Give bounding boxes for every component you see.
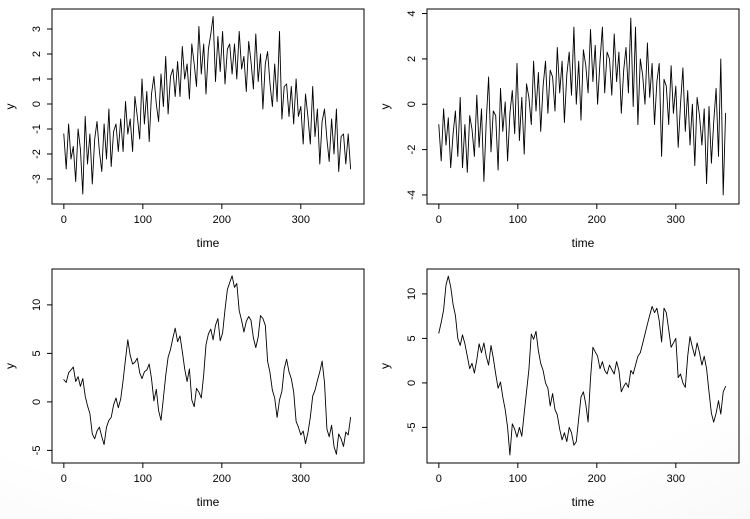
x-axis-title: time <box>572 236 595 250</box>
plot-panel-top-left: 0 100 200 300 -3 -2 -1 0 1 2 3 time y <box>0 0 375 260</box>
y-tick-label: 2 <box>31 51 43 57</box>
plot-top-left-svg: 0 100 200 300 -3 -2 -1 0 1 2 3 time y <box>3 8 365 250</box>
y-tick-label: 5 <box>406 335 418 341</box>
x-tick-label: 300 <box>667 473 685 485</box>
x-tick-label: 300 <box>292 473 310 485</box>
y-tick-label: 0 <box>31 399 43 405</box>
x-tick-label: 200 <box>588 214 606 226</box>
y-tick-label: 2 <box>406 56 418 62</box>
y-tick-label: 10 <box>31 299 43 311</box>
x-tick-label: 300 <box>292 214 310 226</box>
y-tick-label: -5 <box>31 445 43 455</box>
x-tick-label: 100 <box>509 214 527 226</box>
series-line <box>63 275 352 455</box>
series-line <box>63 16 352 195</box>
y-tick-label: 0 <box>406 380 418 386</box>
y-tick-label: 4 <box>406 10 418 16</box>
y-axis-title: y <box>3 104 17 110</box>
x-axis-title: time <box>197 495 220 509</box>
x-tick-label: 200 <box>213 473 231 485</box>
y-axis-title: y <box>378 104 392 110</box>
series-line <box>438 275 727 456</box>
x-tick-label: 200 <box>213 214 231 226</box>
x-tick-label: 0 <box>436 473 442 485</box>
y-tick-label: -5 <box>406 423 418 433</box>
x-tick-label: 0 <box>436 214 442 226</box>
y-tick-label: 0 <box>31 101 43 107</box>
series-line <box>438 17 727 196</box>
x-axis-title: time <box>197 236 220 250</box>
y-tick-label: 1 <box>31 76 43 82</box>
y-axis-title: y <box>378 363 392 369</box>
x-tick-label: 0 <box>61 473 67 485</box>
plot-panel-bottom-left: 0 100 200 300 -5 0 5 10 time y <box>0 260 375 519</box>
y-tick-label: 3 <box>31 26 43 32</box>
y-tick-label: -2 <box>31 149 43 159</box>
plot-bottom-left-svg: 0 100 200 300 -5 0 5 10 time y <box>3 268 365 509</box>
plot-bottom-right-svg: 0 100 200 300 -5 0 5 10 time y <box>378 268 740 509</box>
x-tick-label: 100 <box>509 473 527 485</box>
x-axis-title: time <box>572 495 595 509</box>
plot-panel-bottom-right: 0 100 200 300 -5 0 5 10 time y <box>375 260 750 519</box>
y-tick-label: -4 <box>406 190 418 200</box>
x-tick-label: 200 <box>588 473 606 485</box>
y-axis-title: y <box>3 363 17 369</box>
plot-top-right-svg: 0 100 200 300 -4 -2 0 2 4 time y <box>378 8 740 250</box>
y-tick-label: 5 <box>31 350 43 356</box>
x-tick-label: 100 <box>134 473 152 485</box>
y-tick-label: -3 <box>31 174 43 184</box>
plot-panel-top-right: 0 100 200 300 -4 -2 0 2 4 time y <box>375 0 750 260</box>
x-tick-label: 100 <box>134 214 152 226</box>
y-tick-label: 10 <box>406 288 418 300</box>
x-tick-label: 300 <box>667 214 685 226</box>
y-tick-label: -2 <box>406 145 418 155</box>
y-tick-label: 0 <box>406 101 418 107</box>
x-tick-label: 0 <box>61 214 67 226</box>
y-tick-label: -1 <box>31 124 43 134</box>
